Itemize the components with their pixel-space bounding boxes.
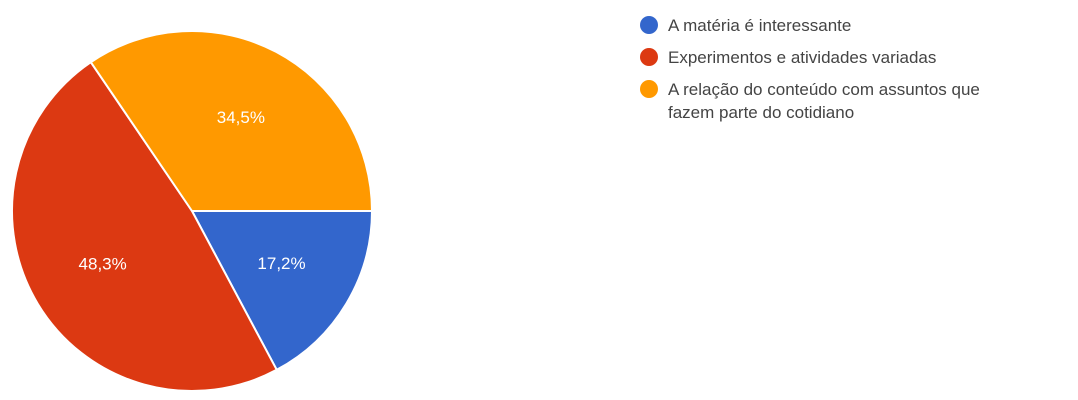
legend-label: Experimentos e atividades variadas xyxy=(668,48,937,67)
legend-swatch-icon xyxy=(640,48,658,66)
pie-slice-value-label: 34,5% xyxy=(217,108,265,127)
pie-slice-value-label: 48,3% xyxy=(79,254,127,273)
legend-swatch-icon xyxy=(640,16,658,34)
legend-label: A matéria é interessante xyxy=(668,16,852,35)
pie-slice[interactable] xyxy=(11,60,279,392)
legend-label: A relação do conteúdo com assuntos que f… xyxy=(668,80,980,122)
legend-item[interactable]: A relação do conteúdo com assuntos que f… xyxy=(640,78,1060,124)
pie-slices xyxy=(11,30,374,392)
legend-item[interactable]: Experimentos e atividades variadas xyxy=(640,46,1060,69)
legend-swatch-icon xyxy=(640,80,658,98)
pie-slice-labels: 17,2% 48,3% 34,5% xyxy=(79,108,306,273)
chart-legend: A matéria é interessante Experimentos e … xyxy=(640,14,1060,133)
pie-slice[interactable] xyxy=(89,30,374,212)
legend-item[interactable]: A matéria é interessante xyxy=(640,14,1060,37)
pie-slice-value-label: 17,2% xyxy=(257,254,305,273)
pie-slice[interactable] xyxy=(190,210,374,372)
